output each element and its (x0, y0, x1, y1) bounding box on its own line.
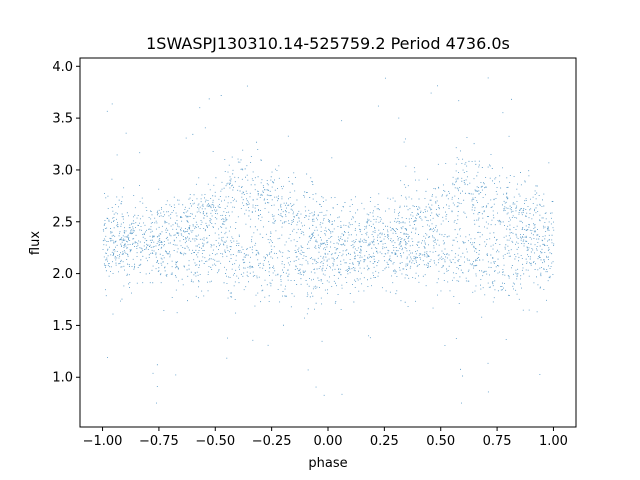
y-tick-label: 2.5 (52, 215, 73, 230)
y-tick-label: 4.0 (52, 60, 73, 75)
y-tick-label: 1.0 (52, 371, 73, 386)
x-tick-label: −0.50 (195, 434, 235, 449)
y-tick-label: 3.5 (52, 112, 73, 127)
scatter-point-cloud (102, 77, 555, 404)
chart-title: 1SWASPJ130310.14-525759.2 Period 4736.0s (146, 34, 510, 53)
x-tick-label: −0.25 (252, 434, 292, 449)
x-axis-label: phase (308, 456, 347, 471)
x-tick-label: 1.00 (539, 434, 568, 449)
x-tick-label: 0.75 (483, 434, 512, 449)
x-axis: −1.00 −0.75 −0.50 −0.25 0.00 0.25 0.50 0.75 1.00 (83, 427, 568, 449)
y-axis-label: flux (28, 231, 43, 255)
plot-frame (79, 57, 577, 428)
x-tick-label: −1.00 (83, 434, 123, 449)
y-axis: 1.0 1.5 2.0 2.5 3.0 3.5 4.0 (52, 60, 80, 386)
x-tick-label: 0.25 (370, 434, 399, 449)
x-tick-label: 0.00 (314, 434, 343, 449)
y-tick-label: 3.0 (52, 163, 73, 178)
x-tick-label: 0.50 (426, 434, 455, 449)
y-tick-label: 1.5 (52, 319, 73, 334)
scatter-points (102, 77, 555, 404)
y-tick-label: 2.0 (52, 267, 73, 282)
x-tick-label: −0.75 (139, 434, 179, 449)
